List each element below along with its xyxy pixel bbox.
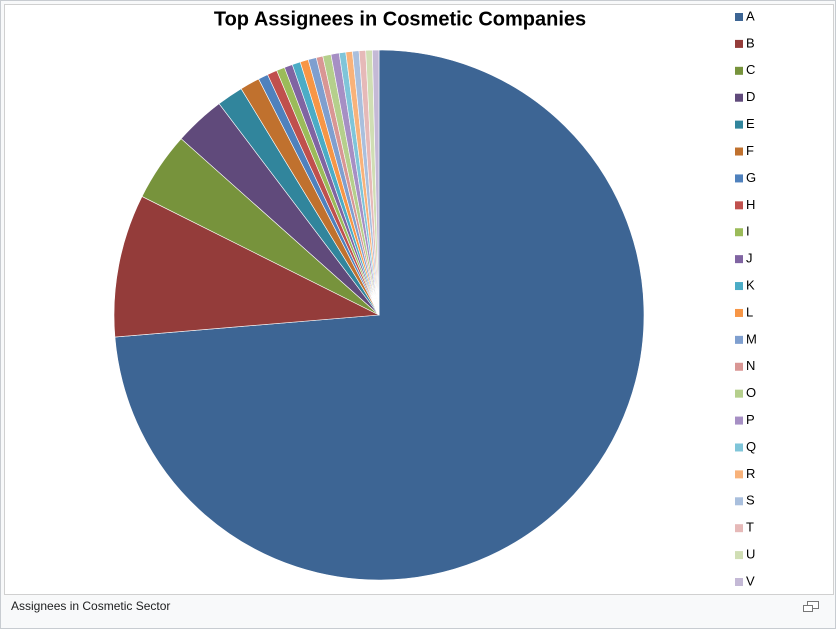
legend-swatch xyxy=(735,39,743,48)
legend-swatch xyxy=(735,551,743,560)
legend-swatch xyxy=(735,147,743,156)
legend-label: K xyxy=(746,277,755,292)
legend-label: D xyxy=(746,89,755,104)
legend-label: M xyxy=(746,331,757,346)
legend-label: U xyxy=(746,547,755,562)
legend-swatch xyxy=(735,335,743,344)
legend-swatch xyxy=(735,362,743,371)
legend-label: H xyxy=(746,197,755,212)
legend-label: I xyxy=(746,224,750,239)
legend-label: C xyxy=(746,62,755,77)
legend-swatch xyxy=(735,416,743,425)
legend-swatch xyxy=(735,120,743,129)
legend-label: T xyxy=(746,520,754,535)
legend-label: S xyxy=(746,493,755,508)
legend-swatch xyxy=(735,255,743,264)
legend-label: R xyxy=(746,466,755,481)
legend-swatch xyxy=(735,443,743,452)
pie-slice xyxy=(372,49,380,316)
legend-swatch xyxy=(735,308,743,317)
legend-swatch xyxy=(735,282,743,291)
legend-label: F xyxy=(746,143,754,158)
legend-swatch xyxy=(735,497,743,506)
legend-label: L xyxy=(746,304,753,319)
legend-swatch xyxy=(735,470,743,479)
legend-label: N xyxy=(746,358,755,373)
chart-title: Top Assignees in Cosmetic Companies xyxy=(214,8,586,30)
legend-swatch xyxy=(735,201,743,210)
legend-label: J xyxy=(746,251,753,266)
legend-swatch xyxy=(735,389,743,398)
magnify-icon[interactable] xyxy=(803,601,819,613)
pie-slice xyxy=(113,196,381,338)
legend-label: B xyxy=(746,35,755,50)
legend-swatch xyxy=(735,524,743,533)
legend-label: E xyxy=(746,116,755,131)
legend-swatch xyxy=(735,228,743,237)
legend-label: P xyxy=(746,412,755,427)
legend-swatch xyxy=(735,13,743,21)
legend-label: Q xyxy=(746,439,756,454)
legend-swatch xyxy=(735,66,743,75)
caption: Assignees in Cosmetic Sector xyxy=(11,599,171,613)
legend-label: O xyxy=(746,385,756,400)
legend-swatch xyxy=(735,174,743,183)
legend-label: G xyxy=(746,170,756,185)
legend-swatch xyxy=(735,93,743,102)
legend-label: A xyxy=(746,8,755,23)
chart: Top Assignees in Cosmetic Companies ABCD… xyxy=(4,4,834,595)
legend-swatch xyxy=(735,578,743,586)
legend-label: V xyxy=(746,573,755,588)
